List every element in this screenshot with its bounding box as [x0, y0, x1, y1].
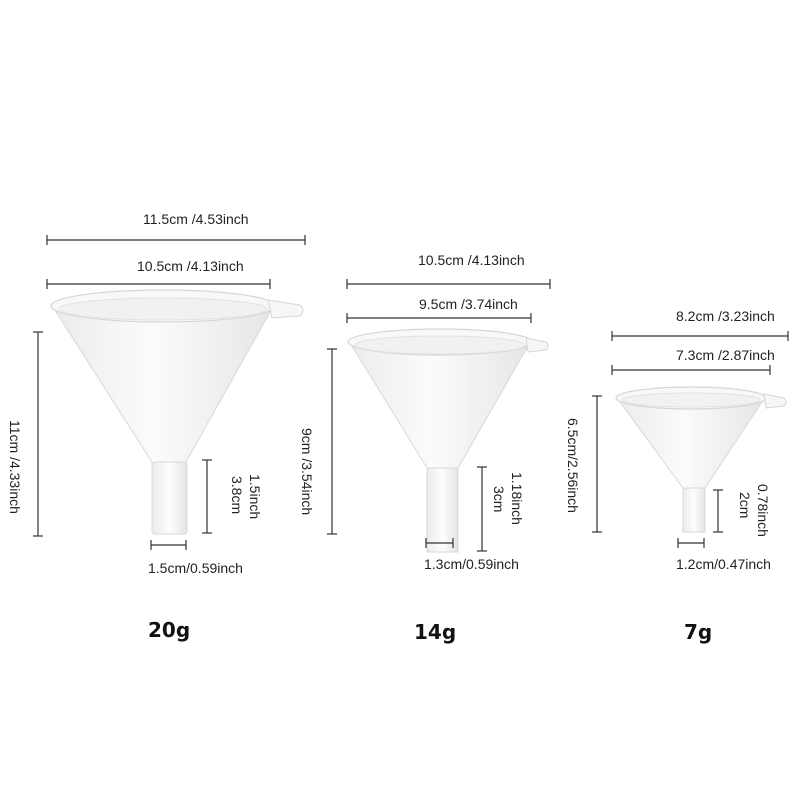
height-label-medium: 9cm /3.54inch: [299, 428, 315, 516]
inner-width-label-large: 10.5cm /4.13inch: [137, 258, 244, 274]
funnel-medium: [347, 328, 549, 553]
height-label-small: 6.5cm/2.56inch: [565, 418, 581, 513]
spout-length-cm-label-large: 3.8cm: [229, 476, 245, 515]
spout-diameter-label-small: 1.2cm/0.47inch: [676, 556, 771, 572]
spout-length-cm-label-small: 2cm: [737, 492, 753, 519]
outer-width-label-medium: 10.5cm /4.13inch: [418, 252, 525, 268]
weight-label-small: 7g: [684, 620, 713, 644]
outer-width-label-small: 8.2cm /3.23inch: [676, 308, 775, 324]
outer-width-label-large: 11.5cm /4.53inch: [143, 211, 249, 227]
spout-diameter-label-large: 1.5cm/0.59inch: [148, 560, 243, 576]
funnel-small: [615, 386, 787, 533]
spout-length-inch-label-small: 0.78inch: [755, 484, 771, 537]
weight-label-large: 20g: [148, 618, 191, 642]
spout-length-cm-label-medium: 3cm: [491, 486, 507, 513]
height-label-large: 11cm /4.33inch: [7, 420, 23, 514]
inner-width-label-small: 7.3cm /2.87inch: [676, 347, 775, 363]
funnel-large: [50, 289, 304, 535]
weight-label-medium: 14g: [414, 620, 457, 644]
dimension-lines: [33, 235, 789, 552]
spout-diameter-label-medium: 1.3cm/0.59inch: [424, 556, 519, 572]
spout-length-inch-label-medium: 1.18inch: [509, 472, 525, 525]
spout-length-inch-label-large: 1.5inch: [247, 474, 263, 520]
inner-width-label-medium: 9.5cm /3.74inch: [419, 296, 518, 312]
